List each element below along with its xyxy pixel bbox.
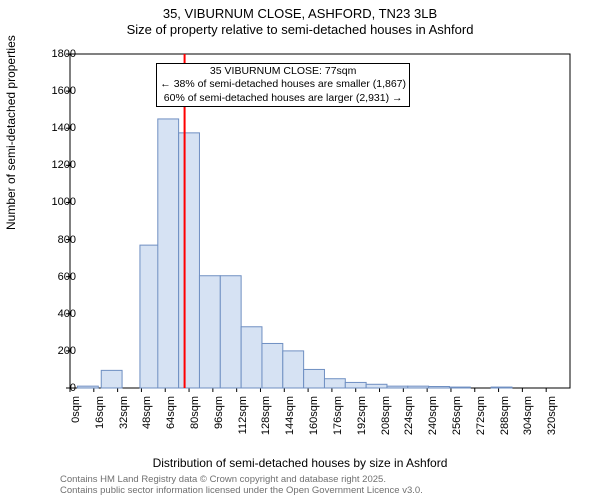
histogram-bar [241, 327, 262, 388]
histogram-bar [304, 369, 325, 388]
annotation-line-3: 60% of semi-detached houses are larger (… [160, 92, 406, 105]
histogram-bar [199, 276, 220, 388]
footer-line-1: Contains HM Land Registry data © Crown c… [60, 474, 423, 485]
y-tick-label: 0 [36, 382, 76, 394]
y-tick-label: 200 [36, 345, 76, 357]
x-tick-label: 304sqm [522, 396, 534, 436]
chart-container: 35, VIBURNUM CLOSE, ASHFORD, TN23 3LB Si… [0, 0, 600, 500]
title-line-2: Size of property relative to semi-detach… [0, 22, 600, 37]
title-line-1: 35, VIBURNUM CLOSE, ASHFORD, TN23 3LB [0, 6, 600, 21]
x-tick-label: 320sqm [546, 396, 558, 436]
x-tick-label: 240sqm [427, 396, 439, 436]
x-tick-label: 96sqm [213, 396, 225, 436]
x-tick-label: 192sqm [356, 396, 368, 436]
histogram-bar [77, 386, 98, 388]
histogram-bar [345, 382, 366, 388]
x-tick-label: 80sqm [189, 396, 201, 436]
x-tick-label: 160sqm [308, 396, 320, 436]
title-block: 35, VIBURNUM CLOSE, ASHFORD, TN23 3LB Si… [0, 0, 600, 37]
x-tick-label: 16sqm [94, 396, 106, 436]
attribution-footer: Contains HM Land Registry data © Crown c… [60, 474, 423, 497]
histogram-bar [262, 343, 283, 388]
x-tick-label: 224sqm [403, 396, 415, 436]
x-tick-label: 144sqm [284, 396, 296, 436]
x-tick-label: 208sqm [380, 396, 392, 436]
y-tick-label: 1400 [36, 122, 76, 134]
histogram-bar [283, 351, 304, 388]
y-tick-label: 800 [36, 234, 76, 246]
x-tick-label: 256sqm [451, 396, 463, 436]
x-tick-label: 64sqm [165, 396, 177, 436]
x-tick-label: 0sqm [70, 396, 82, 436]
histogram-bar [408, 386, 429, 388]
x-tick-label: 48sqm [141, 396, 153, 436]
y-tick-label: 400 [36, 308, 76, 320]
histogram-bar [491, 387, 512, 388]
y-tick-label: 1600 [36, 85, 76, 97]
x-tick-label: 288sqm [499, 396, 511, 436]
histogram-bar [366, 384, 387, 388]
x-tick-label: 272sqm [475, 396, 487, 436]
y-tick-label: 1000 [36, 196, 76, 208]
histogram-bar [324, 379, 345, 388]
x-axis-label: Distribution of semi-detached houses by … [0, 456, 600, 470]
histogram-bar [429, 387, 450, 388]
histogram-bar [179, 133, 200, 388]
histogram-bar [449, 387, 470, 388]
y-tick-label: 600 [36, 271, 76, 283]
y-tick-label: 1200 [36, 159, 76, 171]
histogram-bar [158, 119, 179, 388]
x-tick-label: 128sqm [260, 396, 272, 436]
x-tick-label: 176sqm [332, 396, 344, 436]
histogram-bar [101, 370, 122, 388]
y-axis-label: Number of semi-detached properties [4, 35, 18, 230]
annotation-line-1: 35 VIBURNUM CLOSE: 77sqm [160, 65, 406, 78]
x-tick-label: 32sqm [118, 396, 130, 436]
histogram-bar [387, 386, 408, 388]
histogram-bar [220, 276, 241, 388]
annotation-box: 35 VIBURNUM CLOSE: 77sqm← 38% of semi-de… [156, 63, 410, 106]
y-tick-label: 1800 [36, 48, 76, 60]
footer-line-2: Contains public sector information licen… [60, 485, 423, 496]
x-tick-label: 112sqm [237, 396, 249, 436]
annotation-line-2: ← 38% of semi-detached houses are smalle… [160, 78, 406, 91]
